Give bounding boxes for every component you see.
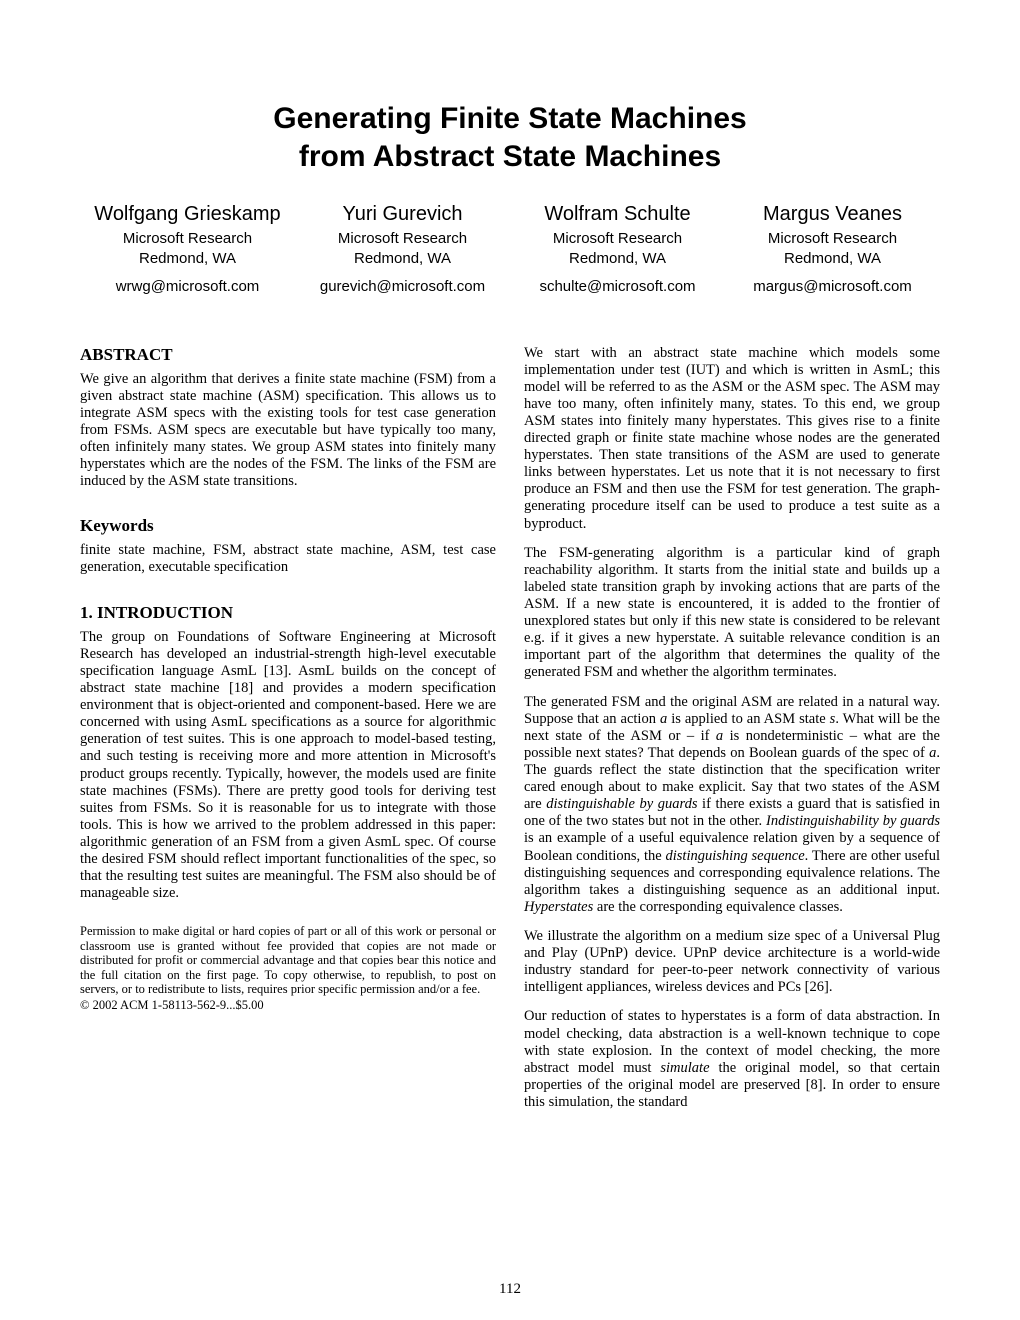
keywords-heading: Keywords <box>80 516 496 536</box>
right-para-1: We start with an abstract state machine … <box>524 345 940 533</box>
paper-title: Generating Finite State Machines from Ab… <box>80 100 940 175</box>
author-affiliation: Microsoft Research <box>295 229 510 249</box>
author-location: Redmond, WA <box>510 249 725 269</box>
abstract-text: We give an algorithm that derives a fini… <box>80 371 496 491</box>
authors-block: Wolfgang Grieskamp Microsoft Research Re… <box>80 203 940 295</box>
right-para-4: We illustrate the algorithm on a medium … <box>524 928 940 996</box>
permission-notice: Permission to make digital or hard copie… <box>80 924 496 996</box>
author-affiliation: Microsoft Research <box>725 229 940 249</box>
abstract-heading: ABSTRACT <box>80 345 496 365</box>
copyright-line: © 2002 ACM 1-58113-562-9...$5.00 <box>80 998 496 1013</box>
left-column: ABSTRACT We give an algorithm that deriv… <box>80 345 496 1124</box>
author-name: Yuri Gurevich <box>295 203 510 226</box>
author-4: Margus Veanes Microsoft Research Redmond… <box>725 203 940 295</box>
right-para-3: The generated FSM and the original ASM a… <box>524 694 940 916</box>
two-column-body: ABSTRACT We give an algorithm that deriv… <box>80 345 940 1124</box>
right-para-2: The FSM-generating algorithm is a partic… <box>524 545 940 682</box>
intro-paragraph: The group on Foundations of Software Eng… <box>80 629 496 903</box>
author-email: schulte@microsoft.com <box>510 278 725 295</box>
author-1: Wolfgang Grieskamp Microsoft Research Re… <box>80 203 295 295</box>
page-number: 112 <box>0 1281 1020 1298</box>
author-email: margus@microsoft.com <box>725 278 940 295</box>
author-location: Redmond, WA <box>80 249 295 269</box>
author-location: Redmond, WA <box>725 249 940 269</box>
author-affiliation: Microsoft Research <box>510 229 725 249</box>
author-email: gurevich@microsoft.com <box>295 278 510 295</box>
author-name: Wolfgang Grieskamp <box>80 203 295 226</box>
author-location: Redmond, WA <box>295 249 510 269</box>
right-para-5: Our reduction of states to hyperstates i… <box>524 1008 940 1111</box>
author-email: wrwg@microsoft.com <box>80 278 295 295</box>
keywords-text: finite state machine, FSM, abstract stat… <box>80 542 496 576</box>
introduction-heading: 1. INTRODUCTION <box>80 603 496 623</box>
author-name: Wolfram Schulte <box>510 203 725 226</box>
author-2: Yuri Gurevich Microsoft Research Redmond… <box>295 203 510 295</box>
author-affiliation: Microsoft Research <box>80 229 295 249</box>
right-column: We start with an abstract state machine … <box>524 345 940 1124</box>
author-3: Wolfram Schulte Microsoft Research Redmo… <box>510 203 725 295</box>
author-name: Margus Veanes <box>725 203 940 226</box>
